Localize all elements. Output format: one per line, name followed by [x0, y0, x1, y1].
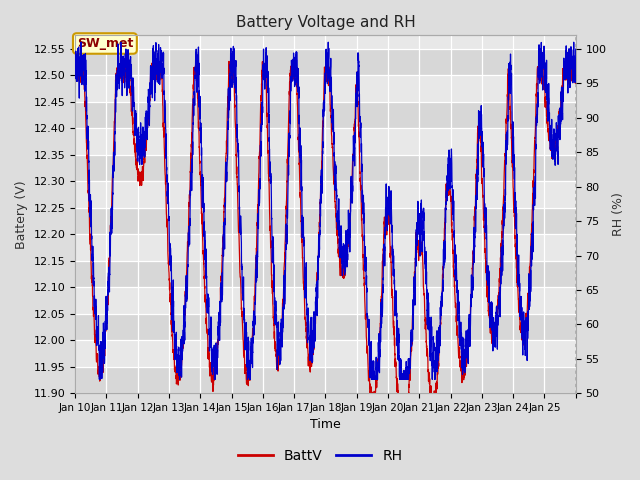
Title: Battery Voltage and RH: Battery Voltage and RH	[236, 15, 415, 30]
Bar	[75, 367, 576, 393]
Legend: BattV, RH: BattV, RH	[232, 443, 408, 468]
Bar	[75, 155, 576, 181]
Bar	[75, 261, 576, 287]
X-axis label: Time: Time	[310, 419, 341, 432]
Y-axis label: Battery (V): Battery (V)	[15, 180, 28, 249]
Bar	[75, 313, 576, 340]
Y-axis label: RH (%): RH (%)	[612, 192, 625, 236]
Bar	[75, 48, 576, 75]
Text: SW_met: SW_met	[77, 37, 133, 50]
Bar	[75, 102, 576, 128]
Bar	[75, 208, 576, 234]
